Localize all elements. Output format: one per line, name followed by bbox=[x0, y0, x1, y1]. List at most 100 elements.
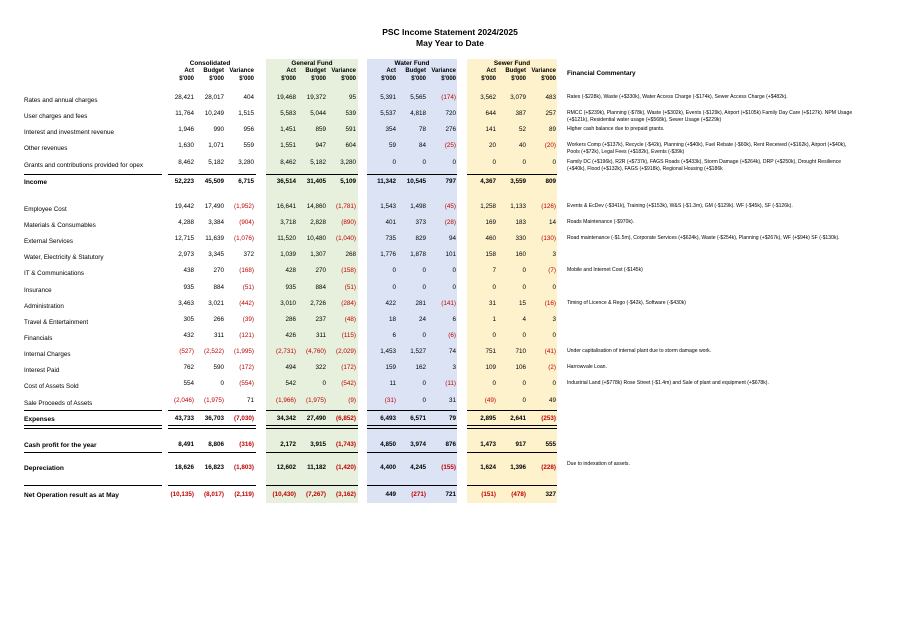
table-cell: 432 bbox=[183, 332, 194, 339]
table-cell: (25) bbox=[444, 142, 456, 149]
table-cell: 0 bbox=[422, 159, 426, 166]
table-cell: 24 bbox=[418, 316, 426, 323]
table-cell: 49 bbox=[548, 397, 556, 404]
table-cell: 542 bbox=[285, 380, 296, 387]
total-separator-line bbox=[467, 428, 557, 429]
total-separator-line bbox=[168, 425, 256, 426]
row-label: Depreciation bbox=[24, 465, 64, 472]
total-separator-line bbox=[467, 174, 557, 175]
table-cell: 644 bbox=[485, 110, 496, 117]
table-cell: 270 bbox=[315, 267, 326, 274]
table-cell: 0 bbox=[522, 332, 526, 339]
table-cell: 590 bbox=[213, 364, 224, 371]
table-cell: (542) bbox=[341, 380, 356, 387]
table-cell: 20 bbox=[488, 142, 496, 149]
table-cell: (16) bbox=[544, 300, 556, 307]
table-cell: 935 bbox=[183, 284, 194, 291]
table-cell: 14 bbox=[548, 219, 556, 226]
table-cell: 34,342 bbox=[276, 415, 296, 422]
table-cell: 0 bbox=[552, 159, 556, 166]
table-cell: 3 bbox=[552, 251, 556, 258]
table-cell: 8,462 bbox=[178, 159, 194, 166]
table-cell: 10,545 bbox=[406, 178, 426, 185]
row-label: Rates and annual charges bbox=[24, 97, 98, 104]
table-cell: 710 bbox=[515, 348, 526, 355]
financial-commentary-header: Financial Commentary bbox=[567, 70, 636, 77]
table-cell: 257 bbox=[545, 110, 556, 117]
table-cell: 762 bbox=[183, 364, 194, 371]
table-cell: 1,133 bbox=[510, 203, 526, 210]
table-cell: 330 bbox=[515, 235, 526, 242]
table-cell: 1,473 bbox=[480, 441, 496, 448]
table-cell: 12,715 bbox=[174, 235, 194, 242]
table-cell: 31 bbox=[488, 300, 496, 307]
table-cell: (45) bbox=[444, 203, 456, 210]
row-commentary: Rates (-$228k), Waste (+$330k), Water Ac… bbox=[567, 94, 788, 100]
table-cell: 0 bbox=[522, 159, 526, 166]
table-cell: 17,490 bbox=[204, 203, 224, 210]
table-cell: 829 bbox=[415, 235, 426, 242]
table-cell: 809 bbox=[545, 178, 556, 185]
table-cell: 1,453 bbox=[380, 348, 396, 355]
total-separator-line bbox=[168, 410, 256, 411]
group-general-fund: General Fund bbox=[291, 60, 333, 67]
table-cell: 1 bbox=[492, 316, 496, 323]
table-cell: 36,514 bbox=[276, 178, 296, 185]
table-cell: 5,044 bbox=[310, 110, 326, 117]
row-label: Cost of Assets Sold bbox=[24, 383, 79, 390]
table-cell: (2,046) bbox=[174, 397, 194, 404]
col-header-budget: Budget $'000 bbox=[305, 68, 326, 82]
table-cell: 183 bbox=[515, 219, 526, 226]
table-cell: 3,562 bbox=[480, 94, 496, 101]
table-cell: 428 bbox=[285, 267, 296, 274]
table-cell: 1,776 bbox=[380, 251, 396, 258]
table-cell: (1,743) bbox=[336, 441, 356, 448]
table-cell: 422 bbox=[385, 300, 396, 307]
total-separator-line bbox=[266, 174, 358, 175]
table-cell: 4,288 bbox=[178, 219, 194, 226]
table-cell: (1,076) bbox=[234, 235, 254, 242]
table-cell: 1,543 bbox=[380, 203, 396, 210]
table-cell: 305 bbox=[183, 316, 194, 323]
table-cell: 160 bbox=[515, 251, 526, 258]
table-cell: 3,463 bbox=[178, 300, 194, 307]
table-cell: 1,258 bbox=[480, 203, 496, 210]
row-commentary: Workers Comp (+$137k), Recycle (-$42k), … bbox=[567, 142, 847, 156]
table-cell: 40 bbox=[518, 142, 526, 149]
total-separator-line bbox=[367, 425, 457, 426]
table-cell: 11 bbox=[389, 380, 396, 387]
table-cell: (2,731) bbox=[276, 348, 296, 355]
row-commentary: Timing of Licence & Rego (-$42k), Softwa… bbox=[567, 300, 686, 306]
table-cell: 460 bbox=[485, 235, 496, 242]
table-cell: 0 bbox=[552, 380, 556, 387]
table-cell: 2,172 bbox=[280, 441, 296, 448]
table-cell: 169 bbox=[485, 219, 496, 226]
table-cell: 266 bbox=[213, 316, 224, 323]
table-cell: 31 bbox=[448, 397, 456, 404]
table-cell: (2) bbox=[548, 364, 556, 371]
table-cell: 28,421 bbox=[174, 94, 194, 101]
table-cell: 4,367 bbox=[480, 178, 496, 185]
table-cell: 1,515 bbox=[238, 110, 254, 117]
row-commentary: Mobile and Internet Cost (-$145k) bbox=[567, 267, 643, 273]
table-cell: 0 bbox=[552, 284, 556, 291]
table-cell: (2,522) bbox=[204, 348, 224, 355]
table-cell: 401 bbox=[385, 219, 396, 226]
total-separator-line bbox=[367, 410, 457, 411]
table-cell: 6,571 bbox=[410, 415, 426, 422]
total-separator-line bbox=[367, 452, 457, 453]
table-cell: 3,010 bbox=[280, 300, 296, 307]
table-cell: (28) bbox=[444, 219, 456, 226]
table-cell: 591 bbox=[345, 126, 356, 133]
row-commentary: RMCC (+$239k), Planning (-$78k), Waste (… bbox=[567, 110, 853, 124]
table-cell: 0 bbox=[422, 284, 426, 291]
table-cell: 0 bbox=[492, 332, 496, 339]
table-cell: 449 bbox=[385, 491, 396, 498]
table-cell: 1,946 bbox=[178, 126, 194, 133]
col-header-variance: Variance $'000 bbox=[331, 68, 356, 82]
table-cell: 0 bbox=[392, 284, 396, 291]
table-cell: 15 bbox=[518, 300, 526, 307]
table-cell: 89 bbox=[548, 126, 556, 133]
table-cell: 286 bbox=[285, 316, 296, 323]
table-cell: 19,442 bbox=[174, 203, 194, 210]
